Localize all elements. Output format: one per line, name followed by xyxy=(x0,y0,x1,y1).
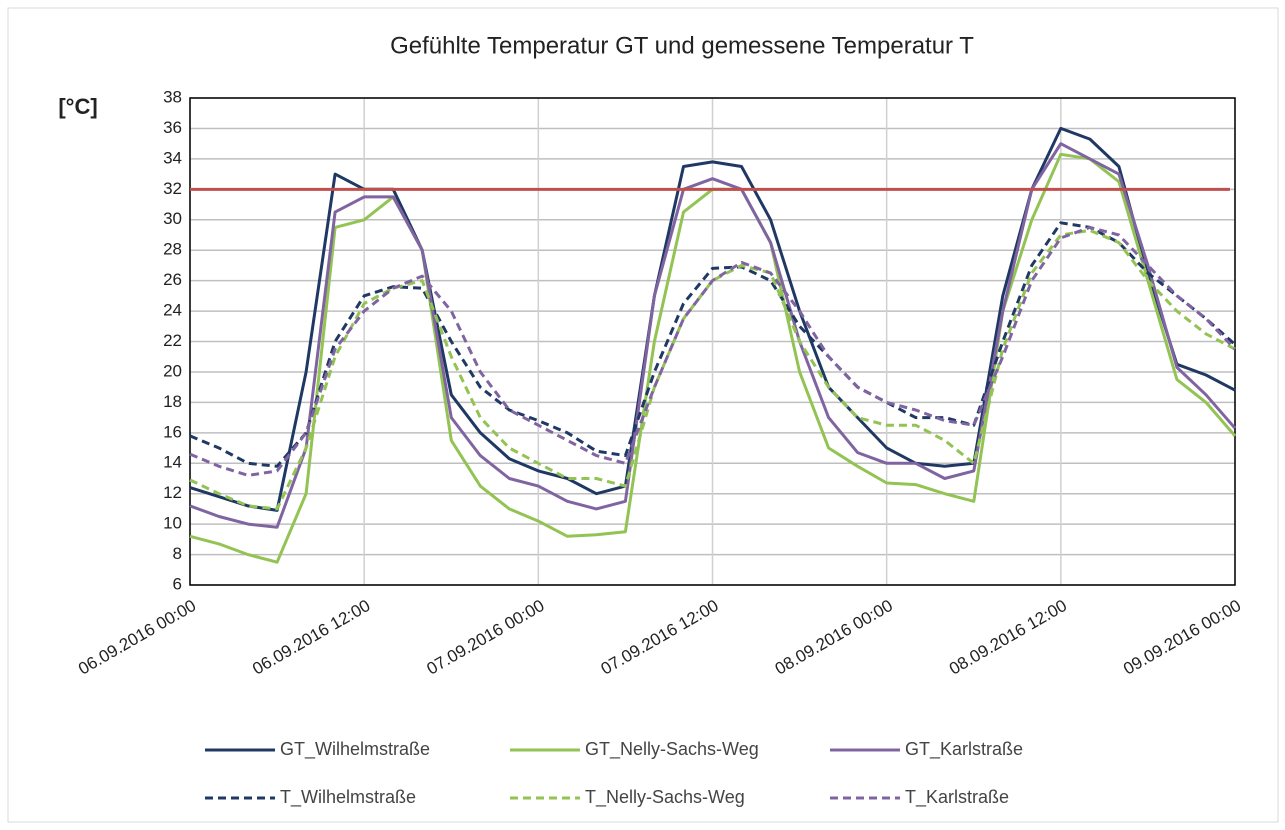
y-tick-label: 18 xyxy=(163,392,182,411)
legend-label: GT_Wilhelmstraße xyxy=(280,739,430,760)
y-tick-label: 26 xyxy=(163,270,182,289)
y-tick-label: 30 xyxy=(163,209,182,228)
y-tick-label: 28 xyxy=(163,240,182,259)
y-axis-label: [°C] xyxy=(58,94,97,119)
plot-frame xyxy=(189,97,1236,586)
y-tick-label: 20 xyxy=(163,361,182,380)
y-tick-label: 6 xyxy=(173,574,182,593)
legend-label: GT_Karlstraße xyxy=(905,739,1023,760)
chart-title: Gefühlte Temperatur GT und gemessene Tem… xyxy=(390,32,974,59)
y-tick-label: 14 xyxy=(163,453,182,472)
legend-label: GT_Nelly-Sachs-Weg xyxy=(585,739,759,760)
y-tick-label: 34 xyxy=(163,148,182,167)
series-line xyxy=(189,142,1237,529)
y-tick-label: 38 xyxy=(163,87,182,106)
y-tick-label: 10 xyxy=(163,514,182,533)
y-tick-label: 12 xyxy=(163,483,182,502)
series-line xyxy=(189,228,1236,511)
y-tick-label: 22 xyxy=(163,331,182,350)
y-tick-label: 16 xyxy=(163,422,182,441)
legend-label: T_Nelly-Sachs-Weg xyxy=(585,787,745,808)
y-tick-label: 8 xyxy=(173,544,182,563)
y-tick-label: 24 xyxy=(163,301,182,320)
y-tick-label: 36 xyxy=(163,118,182,137)
legend-label: T_Karlstraße xyxy=(905,787,1009,808)
series-line xyxy=(189,225,1237,477)
series-line xyxy=(189,221,1236,468)
y-tick-label: 32 xyxy=(163,179,182,198)
legend-label: T_Wilhelmstraße xyxy=(280,787,416,808)
